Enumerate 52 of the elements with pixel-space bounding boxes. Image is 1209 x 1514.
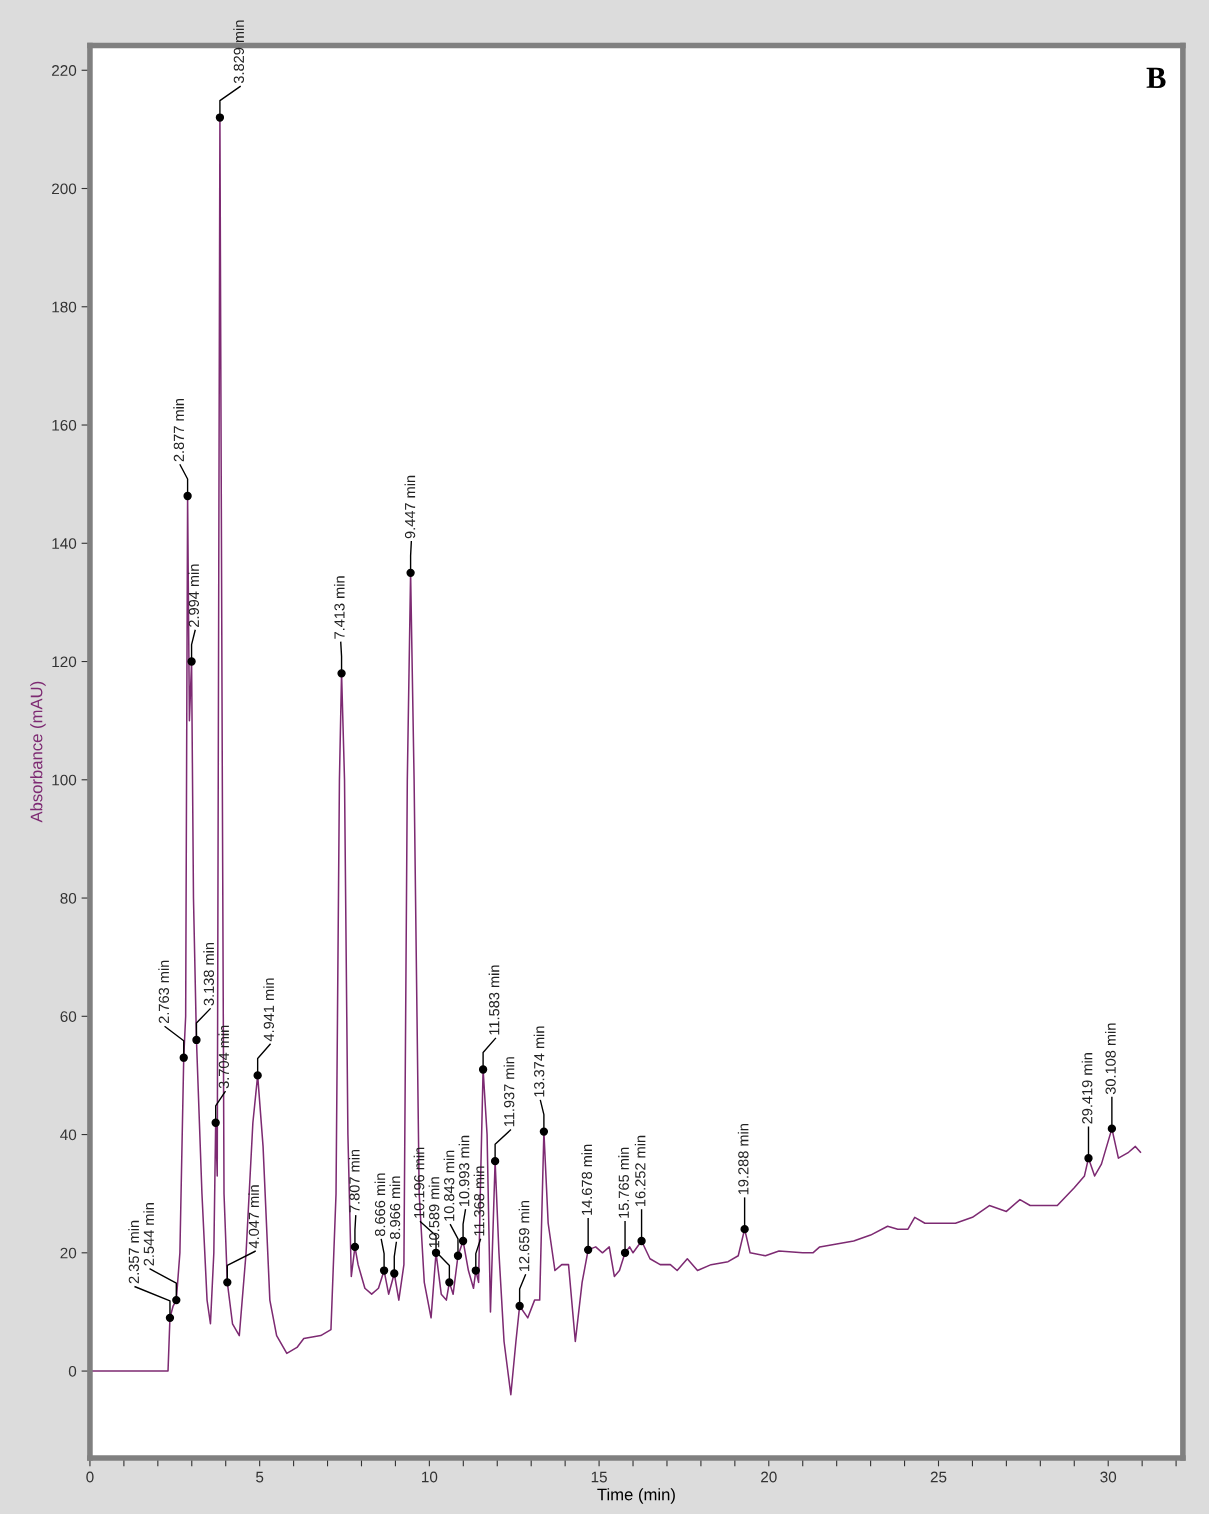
y-tick-label: 20 <box>60 1247 77 1259</box>
annotation: 7.413 min <box>333 576 345 639</box>
annotation: 3.704 min <box>218 1025 230 1089</box>
annotation: 12.659 min <box>518 1200 530 1272</box>
annotation: 4.047 min <box>248 1185 260 1249</box>
annotation: 2.763 min <box>158 960 170 1024</box>
annotation: 3.829 min <box>233 20 245 84</box>
annotation: 10.589 min <box>428 1177 440 1248</box>
annotation: B <box>1146 67 1166 88</box>
y-tick-label: 140 <box>52 538 77 549</box>
annotation: 30.108 min <box>1105 1023 1116 1095</box>
x-tick-label: 25 <box>930 1471 947 1483</box>
x-tick-label: 20 <box>761 1471 777 1483</box>
y-tick-label: 160 <box>52 419 77 431</box>
annotation: 7.807 min <box>348 1149 360 1213</box>
y-tick-label: 60 <box>60 1011 77 1022</box>
annotation: 19.288 min <box>737 1124 749 1195</box>
annotation: 4.941 min <box>263 978 275 1042</box>
annotation: 9.447 min <box>404 475 416 539</box>
y-tick-label: 220 <box>52 65 77 76</box>
y-tick-label: 40 <box>60 1129 77 1141</box>
x-tick-label: 30 <box>1100 1471 1117 1483</box>
annotation: 13.374 min <box>533 1026 545 1097</box>
annotation: 14.678 min <box>581 1144 593 1215</box>
y-axis-title: Absorbance (mAU) <box>30 681 46 823</box>
annotation: 29.419 min <box>1081 1053 1093 1124</box>
y-tick-label: 200 <box>52 183 77 195</box>
annotation: 11.937 min <box>503 1057 515 1127</box>
annotation: 2.994 min <box>188 564 200 627</box>
y-tick-label: 180 <box>52 301 77 313</box>
y-tick-label: 120 <box>52 656 77 668</box>
x-axis-title: Time (min) <box>597 1488 675 1504</box>
x-tick-label: 5 <box>256 1471 264 1483</box>
annotation: 2.357 min <box>128 1220 140 1284</box>
annotation: 16.252 min <box>634 1135 646 1206</box>
annotation: 2.877 min <box>173 398 185 462</box>
x-tick-label: 0 <box>86 1471 94 1483</box>
annotation: 10.843 min <box>443 1150 455 1221</box>
y-tick-label: 80 <box>60 892 77 904</box>
annotation: 15.765 min <box>618 1147 629 1218</box>
y-tick-label: 100 <box>52 774 77 786</box>
annotation: 3.138 min <box>203 942 215 1006</box>
x-tick-label: 10 <box>422 1471 438 1483</box>
x-tick-label: 15 <box>591 1471 607 1483</box>
annotation: 8.666 min <box>374 1173 386 1237</box>
annotation: 11.368 min <box>473 1166 485 1236</box>
annotation: 11.583 min <box>488 965 500 1035</box>
y-tick-label: 0 <box>68 1365 77 1377</box>
annotation: 10.993 min <box>458 1135 470 1206</box>
annotation: 10.196 min <box>413 1147 425 1218</box>
annotation: 8.966 min <box>389 1176 401 1239</box>
annotation: 2.544 min <box>143 1203 155 1266</box>
